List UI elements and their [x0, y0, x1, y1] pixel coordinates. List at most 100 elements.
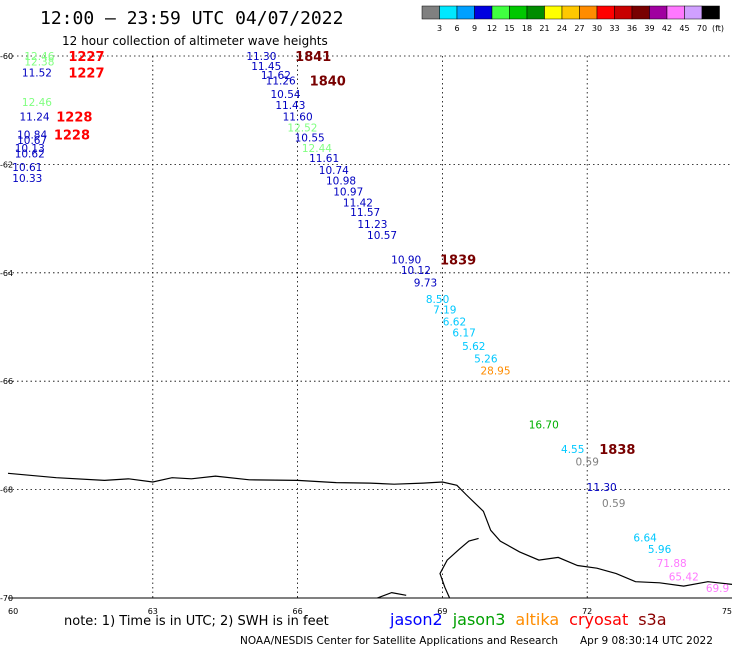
lat-tick-label: -68 [0, 486, 13, 495]
legend-label: 42 [662, 24, 672, 33]
legend-label: 36 [627, 24, 637, 33]
wave-height-label: 10.67 [17, 135, 47, 147]
coastline-path [7, 472, 733, 587]
pass-time-label: 1227 [68, 66, 104, 81]
legend-label: 24 [557, 24, 567, 33]
wave-height-label: 11.23 [357, 219, 387, 231]
wave-height-label: 12.46 [22, 97, 52, 109]
pass-time-label: 1228 [54, 129, 90, 144]
pass-time-label: 1227 [68, 50, 104, 65]
legend-label: 12 [487, 24, 497, 33]
satellite-name: jason3 [452, 610, 506, 629]
timestamp: Apr 9 08:30:14 UTC 2022 [580, 635, 713, 647]
wave-height-label: 28.95 [480, 365, 510, 377]
wave-height-label: 5.62 [462, 341, 485, 353]
wave-height-label: 10.97 [333, 187, 363, 199]
legend-swatch [631, 5, 650, 20]
pass-time-label: 1228 [56, 111, 92, 126]
pass-time-label: 1838 [599, 443, 635, 458]
legend-swatch [649, 5, 668, 20]
wave-height-label: 11.30 [587, 482, 617, 494]
legend-swatch [684, 5, 703, 20]
wave-height-label: 0.59 [602, 498, 625, 510]
wave-height-label: 71.88 [657, 558, 687, 570]
lon-tick-label: 63 [148, 607, 158, 616]
wave-height-label: 0.59 [576, 456, 599, 468]
legend-label: 39 [644, 24, 654, 33]
lat-tick-label: -70 [0, 594, 13, 603]
wave-height-label: 11.61 [309, 153, 339, 165]
wave-height-label: 11.42 [343, 197, 373, 209]
wave-height-label: 6.62 [443, 317, 466, 329]
wave-height-label: 11.52 [22, 67, 52, 79]
pass-time-label: 1840 [310, 74, 346, 89]
observations: 12.4612.3811.5212.4611.2410.8410.6710.13… [12, 51, 729, 595]
axis-ticks: 60 63 66 69 72 75 -60 -62 -64 -66 -68 -70 [0, 52, 732, 616]
wave-height-label: 16.70 [529, 420, 559, 432]
wave-height-label: 11.62 [261, 70, 291, 82]
lon-tick-label: 66 [293, 607, 303, 616]
legend-swatch [596, 5, 615, 20]
wave-height-label: 10.57 [367, 230, 397, 242]
legend-swatch [561, 5, 580, 20]
wave-height-label: 6.17 [452, 327, 475, 339]
legend-swatch [509, 5, 528, 20]
legend-unit: (ft) [712, 24, 724, 33]
legend-swatch [701, 5, 720, 20]
map-subtitle: 12 hour collection of altimeter wave hei… [62, 34, 328, 48]
coastline [7, 472, 733, 599]
wave-height-label: 10.98 [326, 176, 356, 188]
wave-height-label: 11.43 [275, 100, 305, 112]
wave-height-label: 4.55 [561, 444, 584, 456]
legend-label: 70 [697, 24, 707, 33]
wave-height-label: 11.57 [350, 207, 380, 219]
wave-height-label: 65.42 [669, 571, 699, 583]
wave-height-label: 10.74 [319, 165, 349, 177]
lat-tick-label: -60 [0, 52, 13, 61]
legend-label: 6 [454, 24, 459, 33]
lat-lon-grid [8, 55, 732, 599]
satellite-name: cryosat [569, 610, 628, 629]
legend-swatch [544, 5, 563, 20]
wave-height-label: 10.84 [17, 130, 47, 142]
wave-height-label: 10.62 [15, 149, 45, 161]
map-title: 12:00 – 23:59 UTC 04/07/2022 [40, 8, 343, 29]
satellite-name: altika [515, 610, 559, 629]
legend-label: 21 [539, 24, 549, 33]
lon-tick-label: 75 [722, 607, 732, 616]
wave-height-label: 5.96 [648, 544, 672, 556]
lat-tick-label: -64 [0, 269, 13, 278]
legend-label: 33 [609, 24, 619, 33]
wave-height-label: 10.61 [12, 162, 42, 174]
wave-height-label: 5.26 [474, 353, 498, 365]
wave-height-label: 10.33 [12, 173, 42, 185]
legend-swatch [526, 5, 545, 20]
pass-time-label: 1839 [440, 253, 476, 268]
legend-swatch [439, 5, 458, 20]
wave-height-label: 10.90 [391, 254, 421, 266]
wave-height-label: 69.9 [706, 583, 729, 595]
legend-swatch [614, 5, 633, 20]
satellite-name: jason2 [389, 610, 443, 629]
legend-swatch [474, 5, 493, 20]
inlet-path-2 [376, 591, 407, 599]
lat-tick-label: -66 [0, 377, 13, 386]
wave-height-label: 12.38 [24, 56, 54, 68]
wave-height-label: 6.64 [633, 532, 657, 544]
legend-label: 27 [574, 24, 584, 33]
wave-height-label: 10.54 [271, 89, 301, 101]
footer-note: note: 1) Time is in UTC; 2) SWH is in fe… [64, 614, 329, 629]
wave-height-label: 11.26 [266, 75, 296, 87]
wave-height-label: 10.12 [401, 265, 431, 277]
legend-swatch [491, 5, 510, 20]
legend: 3 6 9 12 15 18 21 24 27 30 33 36 39 42 45 70 [421, 5, 720, 33]
satellite-legend: jason2 jason3 altika cryosat s3a [389, 610, 667, 629]
lon-tick-label: 60 [8, 607, 18, 616]
wave-height-label: 9.73 [414, 278, 437, 290]
pass-time-label: 1841 [295, 50, 331, 65]
wave-height-label: 11.30 [246, 51, 276, 63]
inlet-path [439, 537, 479, 599]
satellite-name: s3a [638, 610, 666, 629]
